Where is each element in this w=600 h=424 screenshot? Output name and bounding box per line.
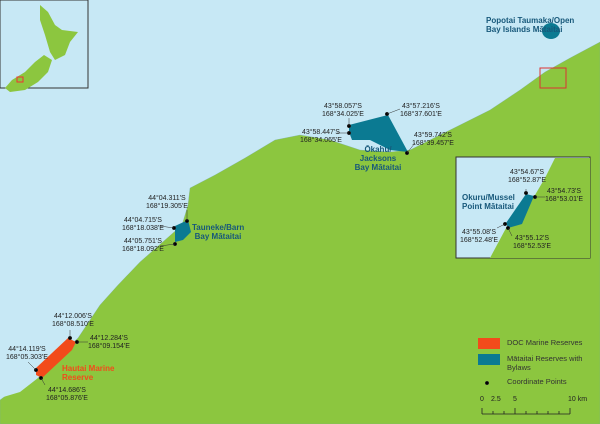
scale-bar <box>481 408 571 415</box>
okuru-reserve-shape[interactable] <box>506 194 534 228</box>
okahu-label: Ōkahu/ Jacksons Bay Mātaitai <box>354 145 402 172</box>
coord-label: 44°04.715'S 168°18.038'E <box>122 217 164 232</box>
coord-label: 44°14.686'S 168°05.876'E <box>46 387 88 402</box>
legend-point-symbol <box>484 380 490 386</box>
open-bay-locator-box <box>539 67 567 89</box>
nz-location-marker <box>16 76 24 83</box>
coord-label: 44°12.006'S 168°08.510'E <box>52 313 94 328</box>
okuru-label: Okuru/Mussel Point Mātaitai <box>462 193 515 211</box>
leader-lines <box>27 108 545 386</box>
tauneke-label: Tauneke/Barn Bay Mātaitai <box>192 223 245 241</box>
coord-label: 43°58.057'S 168°34.025'E <box>322 103 364 118</box>
coord-label: 43°57.216'S 168°37.601'E <box>400 103 442 118</box>
southern-coast-bay <box>0 378 38 398</box>
coord-label: 43°55.12'S 168°52.53'E <box>513 235 552 250</box>
legend-points: Coordinate Points <box>507 377 567 386</box>
okahu-reserve-shape[interactable] <box>349 115 408 152</box>
scale-tick: 5 <box>513 396 517 403</box>
nz-north-island <box>40 5 78 60</box>
popotai-reserve-shape[interactable] <box>542 23 560 39</box>
scale-tick: 2.5 <box>491 396 501 403</box>
legend-mataitai: Mātaitai Reserves with Bylaws <box>507 354 583 372</box>
coord-label: 44°14.119'S 168°05.303'E <box>6 346 48 361</box>
scale-tick: 0 <box>480 396 484 403</box>
legend-doc: DOC Marine Reserves <box>507 338 583 347</box>
coord-label: 44°04.311'S 168°19.305'E <box>146 195 188 210</box>
coord-label: 44°05.751'S 168°18.092'E <box>122 238 164 253</box>
mataitai-swatch <box>478 354 500 365</box>
coord-label: 43°59.742'S 168°39.457'E <box>412 132 454 147</box>
popotai-label: Popotai Taumaka/Open Bay Islands Mātaita… <box>486 16 575 34</box>
hautai-reserve-shape[interactable] <box>36 338 76 378</box>
doc-swatch <box>478 338 500 349</box>
scale-tick: 10 km <box>568 396 588 403</box>
tauneke-reserve-shape[interactable] <box>175 220 191 242</box>
hautai-label: Hautai Marine Reserve <box>62 364 115 382</box>
coord-label: 43°55.08'S 168°52.48'E <box>460 229 499 244</box>
coord-label: 43°58.447'S 168°34.065'E <box>300 129 342 144</box>
okuru-inset-land <box>490 158 590 258</box>
nz-south-island <box>5 55 52 92</box>
coord-label: 44°12.284'S 168°09.154'E <box>88 335 130 350</box>
coord-label: 43°54.67'S 168°52.87'E <box>508 169 547 184</box>
legend: DOC Marine Reserves Mātaitai Reserves wi… <box>478 338 587 391</box>
coord-label: 43°54.73'S 168°53.01'E <box>545 188 584 203</box>
